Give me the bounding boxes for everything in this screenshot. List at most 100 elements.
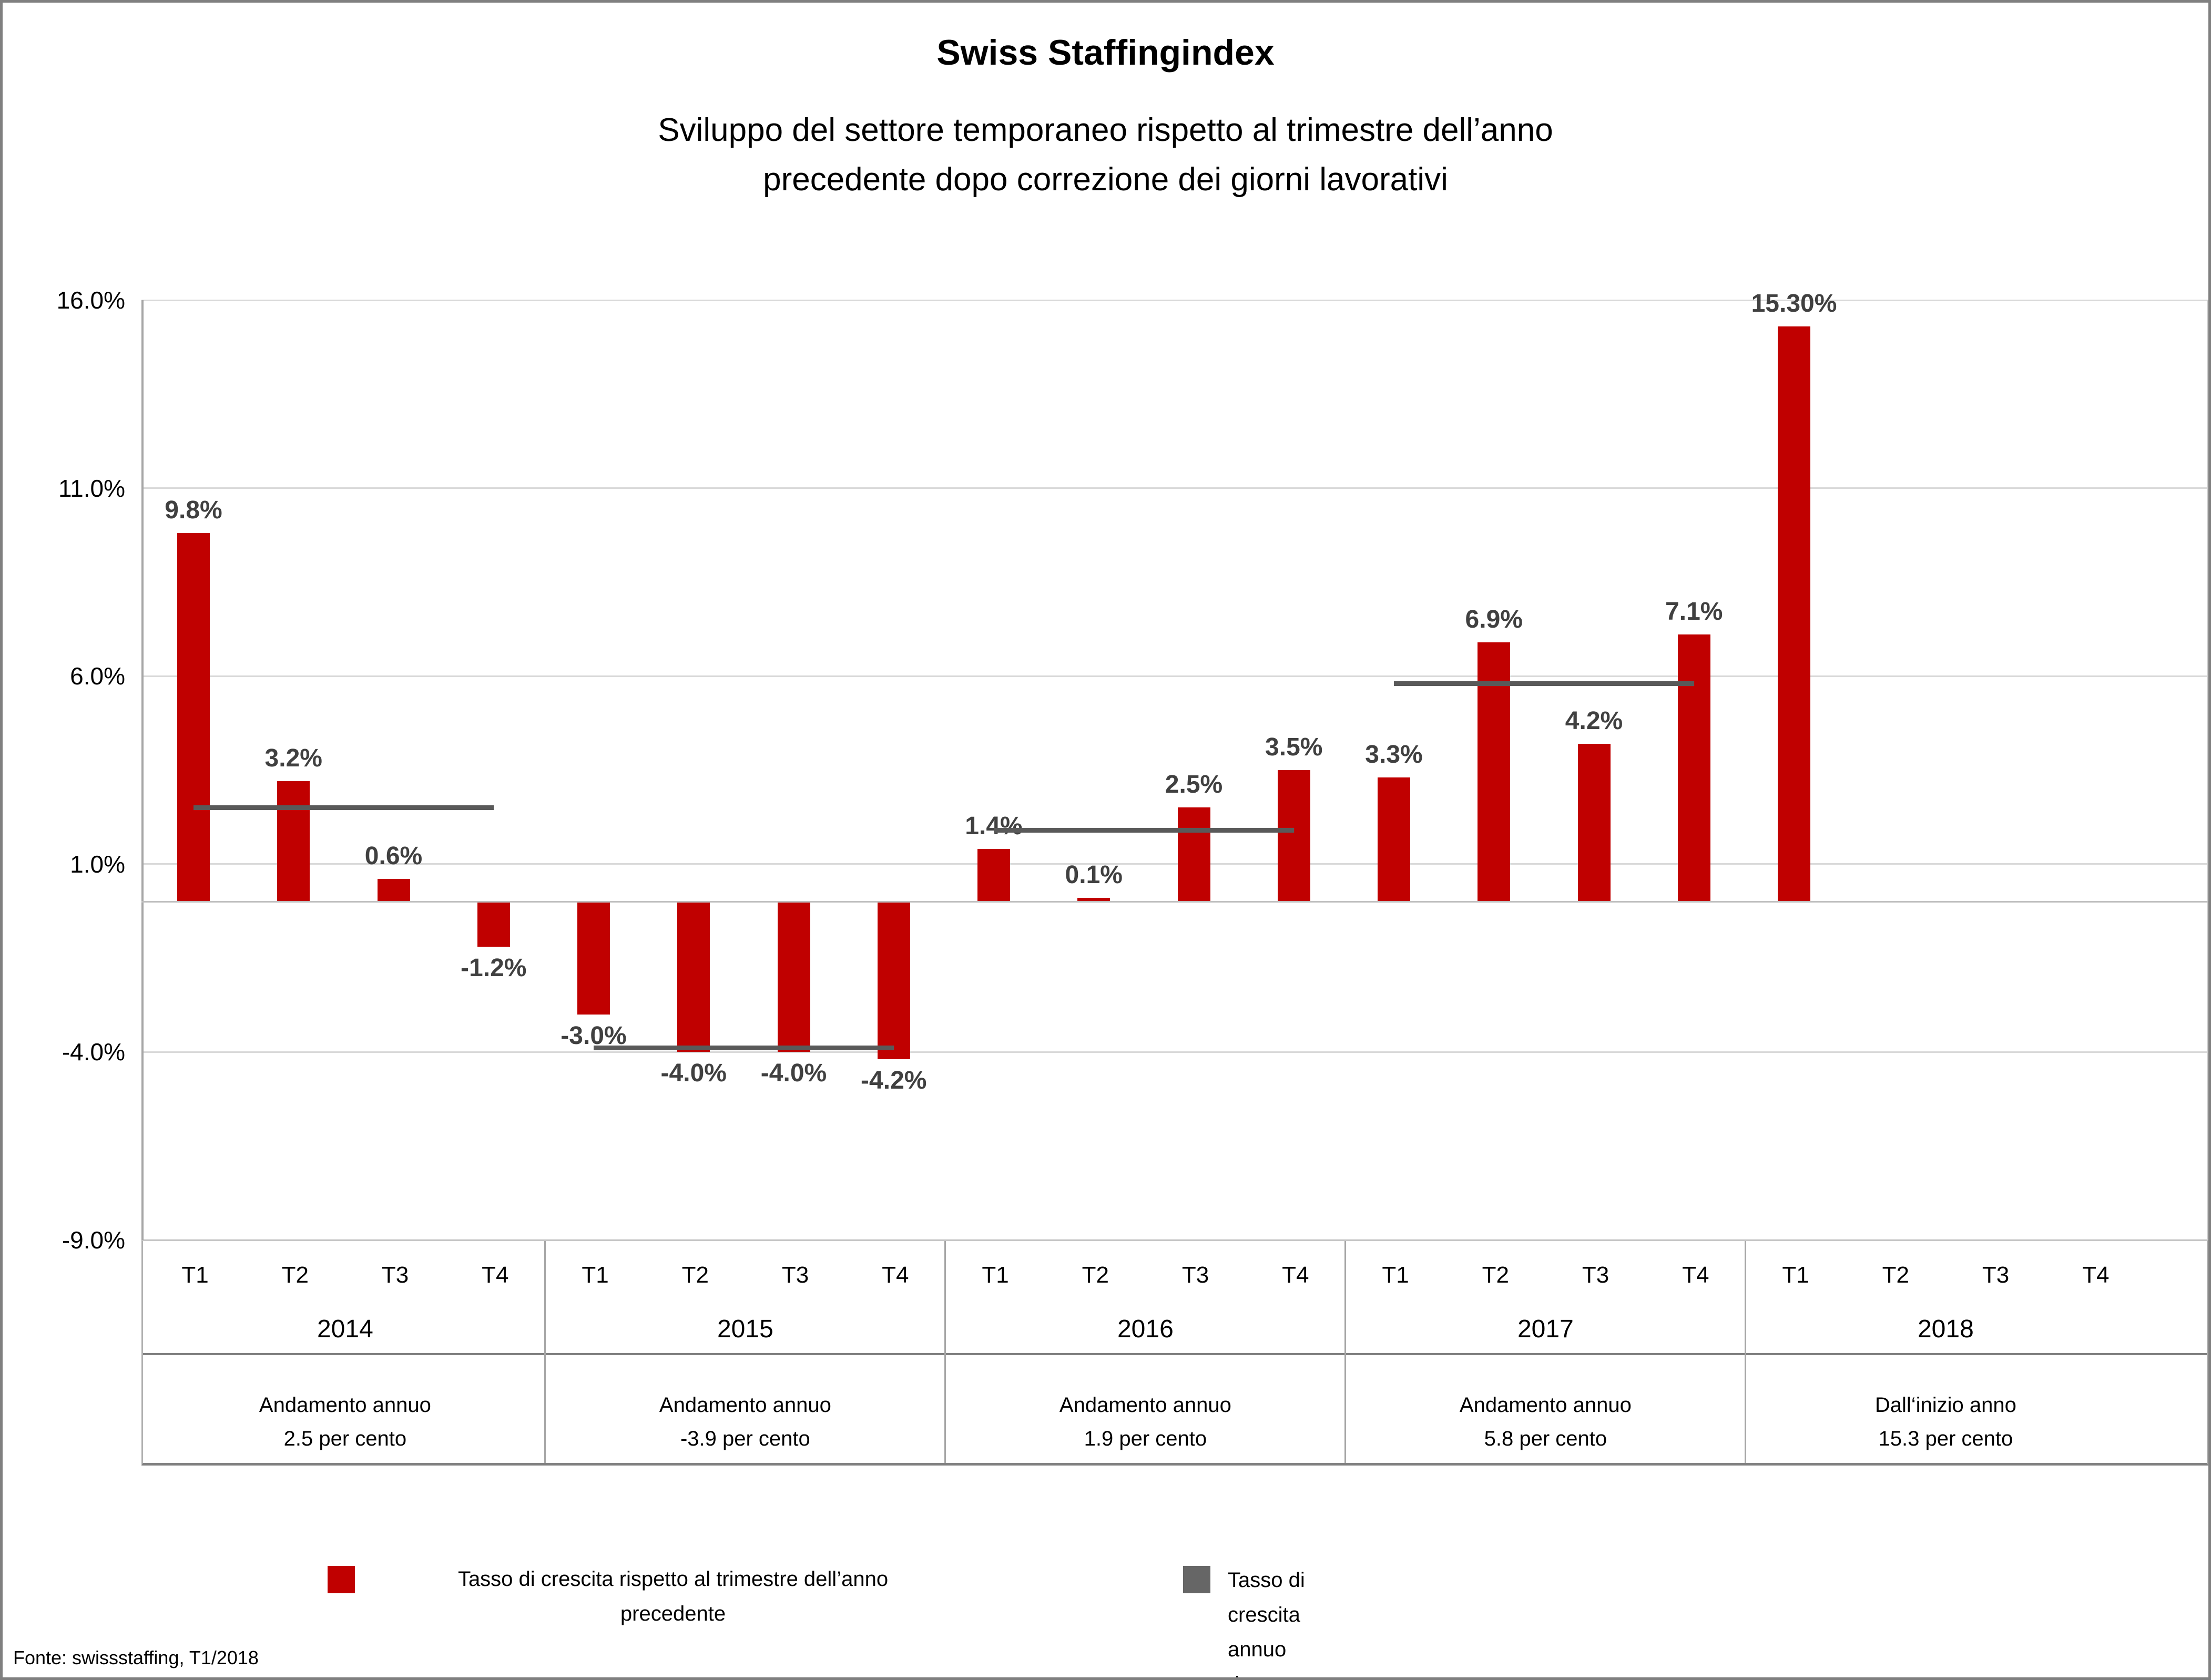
bar-value-label: -4.0% — [660, 1059, 727, 1087]
bar — [277, 781, 310, 902]
quarter-label: T3 — [781, 1262, 809, 1288]
quarter-label: T4 — [1282, 1262, 1309, 1288]
quarter-label: T3 — [381, 1262, 409, 1288]
plot-right-border — [2207, 300, 2208, 1240]
year-group-divider — [1344, 1241, 1347, 1463]
quarter-label: T1 — [181, 1262, 209, 1288]
bar-value-label: 6.9% — [1465, 605, 1523, 633]
annual-average-line — [994, 827, 1294, 833]
quarterly-rate-swatch — [328, 1566, 355, 1593]
bar — [1577, 743, 1611, 902]
annual-info-line1: Andamento annuo — [1459, 1393, 1632, 1417]
bar-value-label: 9.8% — [165, 496, 222, 525]
quarter-label: T1 — [982, 1262, 1009, 1288]
chart-title: Swiss Staffingindex — [936, 33, 1275, 73]
annual-info: Andamento annuo 2.5 per cento — [145, 1388, 545, 1456]
gridline — [141, 487, 2208, 489]
bar-value-label: 3.5% — [1265, 733, 1323, 761]
annual-info-line2: 5.8 per cento — [1484, 1427, 1607, 1450]
bar — [477, 902, 510, 947]
bar-value-label: 0.6% — [364, 842, 423, 870]
quarter-label: T4 — [2082, 1262, 2110, 1288]
quarter-label: T2 — [1882, 1262, 1909, 1288]
annual-info-line1: Andamento annuo — [1059, 1393, 1231, 1417]
annual-info-line1: Dall‘inizio anno — [1874, 1393, 2016, 1417]
y-axis-label: 1.0% — [70, 850, 125, 878]
bar-value-label: 2.5% — [1165, 771, 1223, 799]
y-axis-label: -4.0% — [62, 1038, 125, 1066]
quarter-label: T2 — [281, 1262, 309, 1288]
category-table: T1 T2 T3 T4 2014 Andamento annuo 2.5 per cento… — [141, 1239, 2208, 1466]
quarter-label: T1 — [582, 1262, 609, 1288]
bar-value-label: -3.0% — [561, 1021, 627, 1050]
chart-subtitle: Sviluppo del settore temporaneo rispetto… — [3, 106, 2208, 204]
year-label: 2016 — [1117, 1315, 1174, 1343]
annual-rate-swatch — [1183, 1566, 1210, 1593]
year-label: 2014 — [317, 1315, 373, 1343]
source-note: Fonte: swissstaffing, T1/2018 — [13, 1647, 259, 1668]
year-group-divider — [1745, 1241, 1747, 1463]
quarter-label: T1 — [1782, 1262, 1809, 1288]
plot-area: 9.8% 3.2% 0.6% -1.2% -3.0% -4.0% -4.0% -4.2% 1.4… — [141, 291, 2208, 1241]
y-axis-label: 11.0% — [58, 474, 125, 502]
bar — [1677, 634, 1710, 902]
bar-value-label: -4.0% — [760, 1059, 827, 1087]
gridline — [141, 299, 2208, 301]
quarter-label: T3 — [1181, 1262, 1209, 1288]
bar — [177, 533, 210, 902]
quarter-label: T2 — [1082, 1262, 1109, 1288]
bar — [577, 902, 610, 1015]
bar — [677, 902, 710, 1052]
quarter-label: T4 — [882, 1262, 909, 1288]
bar — [877, 902, 910, 1060]
bar — [1177, 807, 1210, 902]
y-axis-label: 6.0% — [70, 662, 125, 690]
annual-info-line2: 2.5 per cento — [283, 1427, 407, 1450]
bar — [1378, 777, 1410, 902]
bar-value-label: -4.2% — [861, 1067, 927, 1095]
legend-label-annual: Tasso di crescita annuo rispetto all‘ann… — [1228, 1569, 1305, 1677]
year-label: 2015 — [717, 1315, 773, 1343]
annual-average-line — [1394, 681, 1694, 686]
bar-value-label: 4.2% — [1565, 706, 1623, 735]
x-axis-zero-line — [141, 900, 2208, 903]
annual-info-line2: 15.3 per cento — [1878, 1427, 2013, 1450]
bar-value-label: 3.2% — [264, 744, 322, 773]
bar-value-label: 15.30% — [1751, 290, 1837, 318]
bar-value-label: 0.1% — [1065, 861, 1123, 889]
quarter-label: T3 — [1582, 1262, 1609, 1288]
year-group-divider — [944, 1241, 946, 1463]
chart-subtitle-line1: Sviluppo del settore temporaneo rispetto… — [658, 112, 1553, 148]
bar-value-label: 1.4% — [965, 812, 1023, 840]
annual-average-line — [193, 805, 494, 810]
gridline — [141, 675, 2208, 677]
quarter-label: T2 — [681, 1262, 709, 1288]
quarter-label: T1 — [1382, 1262, 1409, 1288]
annual-average-line — [594, 1046, 894, 1051]
quarter-label: T2 — [1482, 1262, 1509, 1288]
bar-value-label: 7.1% — [1665, 598, 1723, 626]
bar — [777, 902, 810, 1052]
y-axis-line — [141, 300, 144, 1240]
year-label: 2017 — [1517, 1315, 1574, 1343]
year-label: 2018 — [1917, 1315, 1974, 1343]
table-row-separator — [143, 1353, 2207, 1355]
annual-info-line2: -3.9 per cento — [680, 1427, 810, 1450]
bar — [1277, 770, 1310, 902]
bar — [977, 848, 1010, 902]
bar — [1778, 326, 1810, 902]
bar-value-label: 3.3% — [1365, 741, 1423, 769]
chart-subtitle-line2: precedente dopo correzione dei giorni la… — [763, 161, 1448, 198]
gridline — [141, 863, 2208, 865]
annual-info: Andamento annuo 5.8 per cento — [1346, 1388, 1745, 1456]
quarter-label: T4 — [482, 1262, 509, 1288]
bar-value-label: -1.2% — [461, 954, 527, 982]
annual-info-line1: Andamento annuo — [259, 1393, 431, 1417]
y-axis-label: -9.0% — [62, 1226, 125, 1254]
bar — [377, 879, 410, 902]
y-axis-label: 16.0% — [56, 286, 125, 314]
quarter-label: T3 — [1982, 1262, 2010, 1288]
year-group-divider — [544, 1241, 546, 1463]
bar — [1077, 897, 1110, 902]
